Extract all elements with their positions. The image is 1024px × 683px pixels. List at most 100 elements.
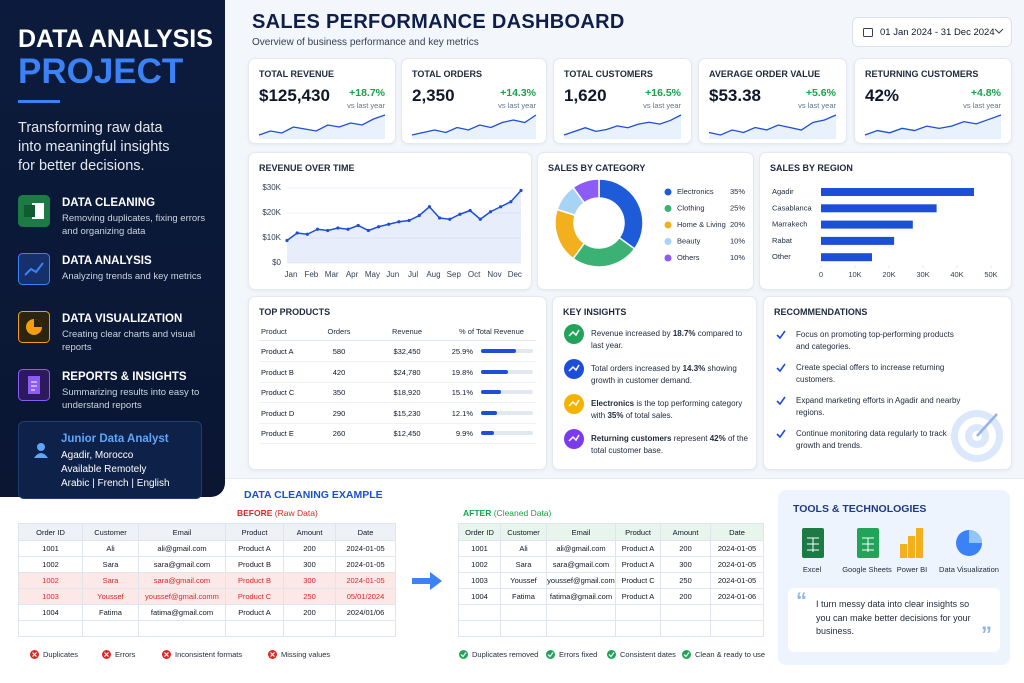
legend-text: Duplicates	[43, 650, 79, 659]
sparkline-area	[259, 115, 385, 139]
date-range[interactable]: 01 Jan 2024 - 31 Dec 2024	[852, 17, 1012, 47]
point	[478, 217, 482, 221]
bar-chart: 0 10K 20K 30K 40K 50K Agadir Casablanca Marrakec…	[772, 187, 998, 279]
x-tick-label: 20K	[882, 270, 895, 279]
empty-cell	[500, 620, 547, 637]
legend-text: Inconsistent formats	[175, 650, 243, 659]
product-revenue: $32,450	[393, 347, 421, 356]
quote-open: “	[796, 588, 807, 613]
empty-cell	[82, 620, 139, 637]
x-tick-label: Nov	[487, 270, 501, 279]
table-cell: 2024-01-05	[710, 540, 764, 557]
arrow-shape	[412, 572, 442, 590]
empty-cell	[660, 620, 711, 637]
point	[336, 226, 340, 230]
table-cell: 2024-01-05	[710, 572, 764, 589]
legend-icon	[607, 650, 616, 659]
kpi-label: AVERAGE ORDER VALUE	[709, 69, 821, 79]
table-cell: 1001	[458, 540, 501, 557]
tools-title: TOOLS & TECHNOLOGIES	[793, 503, 927, 515]
table-cell: 2024-01-05	[335, 540, 396, 557]
table-label-main: AFTER	[463, 508, 492, 518]
point	[458, 212, 462, 216]
profile-role: Junior Data Analyst	[61, 433, 169, 445]
item-title: DATA ANALYSIS	[62, 255, 152, 267]
table-cell: 200	[283, 540, 336, 557]
product-name: Product E	[261, 429, 294, 438]
insight-text: Electronics is the top performing catego…	[591, 398, 749, 422]
table-header: % of Total Revenue	[459, 327, 524, 336]
table-cell: Product A	[225, 540, 284, 557]
table-row: 1004 Fatima fatima@gmail.com Product A 200 20…	[458, 588, 764, 605]
table-header: Orders	[327, 327, 351, 336]
bar	[821, 253, 872, 262]
tool-icon	[857, 528, 879, 558]
target-icon	[951, 410, 1003, 462]
legend-text: Clean & ready to use	[695, 650, 766, 659]
column-header: Product	[225, 523, 284, 541]
sidebar-highlight: PROJECT	[18, 52, 184, 91]
legend-circle	[459, 650, 468, 659]
legend-glyph	[683, 652, 690, 658]
table-row: 1003 Youssef youssef@gmail.comm Product C 25…	[18, 588, 396, 605]
product-revenue: $24,780	[393, 367, 421, 377]
legend-label: Beauty	[677, 236, 701, 245]
point	[376, 225, 381, 229]
sparkline-line	[411, 114, 537, 136]
empty-cell	[710, 604, 764, 621]
empty-cell	[138, 620, 226, 637]
value-label: 35%	[730, 187, 745, 196]
tool-label: Excel	[802, 565, 822, 574]
product-revenue: $12,450	[393, 429, 421, 438]
column-header: Order ID	[18, 523, 83, 541]
kpi-label: TOTAL REVENUE	[259, 69, 335, 79]
icon-doc	[28, 376, 40, 394]
insight-part: 14.3%	[682, 364, 706, 373]
check	[776, 429, 786, 439]
card-title: TOP PRODUCTS	[259, 307, 331, 317]
table-cell: Product A	[225, 604, 284, 621]
profile-line: Available Remotely	[61, 464, 147, 475]
legend-dot	[664, 188, 672, 196]
header-row: Order ID Customer Email Product Amount Date	[458, 523, 764, 541]
table-cell: Sara	[82, 572, 139, 589]
legend-icon	[102, 650, 111, 659]
column-header: Product	[615, 523, 661, 541]
legend-label: Others	[677, 253, 700, 262]
table-cell: Sara	[500, 556, 547, 573]
kpi-label: TOTAL ORDERS	[412, 69, 483, 79]
share-bar	[481, 349, 516, 353]
kpi-change: +18.7%	[349, 87, 385, 99]
empty-row	[458, 620, 764, 637]
sparkline-area	[412, 115, 536, 139]
kpi-card: TOTAL CUSTOMERS 1,620 +16.5% vs last year	[553, 58, 692, 144]
row-rule	[259, 381, 536, 383]
table-cell: Product C	[615, 572, 661, 589]
insight-icon	[564, 394, 584, 414]
legend-dot	[664, 205, 672, 212]
column-header: Customer	[82, 523, 139, 541]
table-cell: sara@gmail.com	[546, 556, 616, 573]
kpi-value: $53.38	[709, 86, 761, 105]
table-cell: Product A	[615, 556, 661, 573]
kpi-label: TOTAL CUSTOMERS	[564, 69, 653, 79]
chevron	[994, 28, 1004, 34]
kpi-value: 42%	[865, 86, 900, 105]
tool-label: Power BI	[896, 565, 928, 574]
table-cell: sara@gmail.com	[138, 572, 226, 589]
table-row: 1002 Sara sara@gmail.com Product B 300 2024-0…	[18, 556, 396, 573]
x-tick-label: Jul	[408, 270, 418, 279]
page-title: SALES PERFORMANCE DASHBOARD	[252, 11, 625, 33]
target-dart	[976, 413, 998, 437]
table-cell: youssef@gmail.com	[546, 572, 616, 589]
row-rule	[259, 422, 536, 424]
table-row: 1001 Ali ali@gmail.com Product A 200 2024-01-…	[18, 540, 396, 557]
item-title: REPORTS & INSIGHTS	[62, 371, 187, 383]
table-cell: Fatima	[500, 588, 547, 605]
column-header: Email	[138, 523, 226, 541]
kpi-value: 2,350	[412, 86, 455, 105]
point	[427, 205, 432, 209]
legend-circle	[607, 650, 616, 659]
x-tick-label: Aug	[426, 270, 440, 279]
header-row: Order ID Customer Email Product Amount Date	[18, 523, 396, 541]
